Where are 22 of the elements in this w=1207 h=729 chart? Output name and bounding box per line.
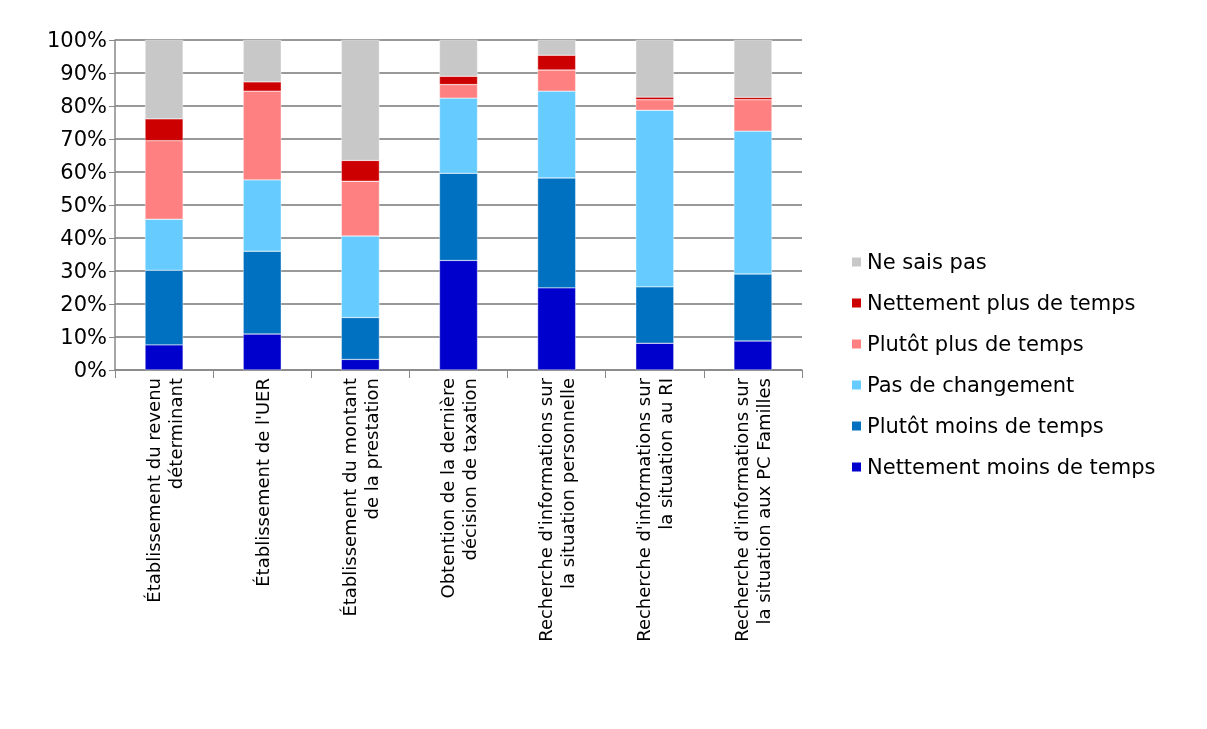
x-tick-label: Établissement de l'UER <box>251 378 273 587</box>
y-tick-label: 50% <box>60 193 107 217</box>
legend-label: Pas de changement <box>867 373 1075 397</box>
legend-label: Plutôt moins de temps <box>867 414 1104 438</box>
legend-label: Ne sais pas <box>867 250 987 274</box>
y-tick-label: 30% <box>60 259 107 283</box>
y-tick-label: 20% <box>60 292 107 316</box>
legend-label: Plutôt plus de temps <box>867 332 1084 356</box>
y-tick-label: 60% <box>60 160 107 184</box>
legend-label: Nettement plus de temps <box>867 291 1136 315</box>
legend-label: Nettement moins de temps <box>867 455 1156 479</box>
bar <box>635 40 674 98</box>
y-tick-label: 10% <box>60 325 107 349</box>
y-tick-label: 100% <box>46 28 107 52</box>
bar <box>733 40 772 98</box>
y-tick-label: 0% <box>73 358 107 382</box>
y-tick-label: 90% <box>60 61 107 85</box>
y-tick-label: 80% <box>60 94 107 118</box>
x-tick-label: Établissement du montant de la prestation <box>338 378 382 617</box>
x-tick-label: Établissement du revenu déterminant <box>142 378 186 603</box>
y-tick-label: 70% <box>60 127 107 151</box>
y-tick-label: 40% <box>60 226 107 250</box>
